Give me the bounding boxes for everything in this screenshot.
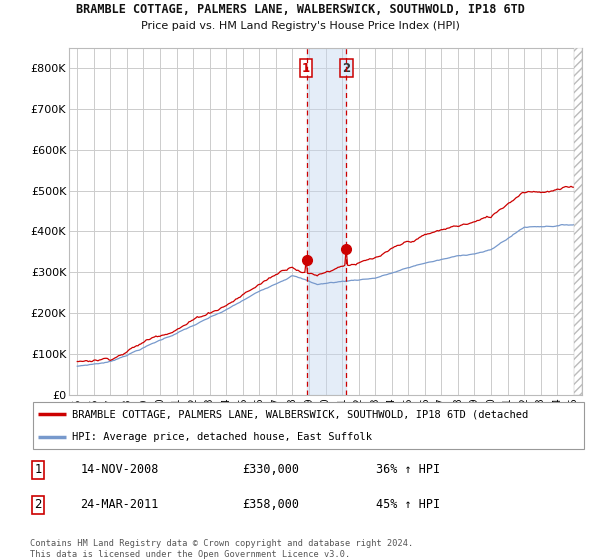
Text: 2: 2 — [343, 62, 351, 74]
Text: BRAMBLE COTTAGE, PALMERS LANE, WALBERSWICK, SOUTHWOLD, IP18 6TD (detached: BRAMBLE COTTAGE, PALMERS LANE, WALBERSWI… — [72, 409, 528, 419]
Text: BRAMBLE COTTAGE, PALMERS LANE, WALBERSWICK, SOUTHWOLD, IP18 6TD: BRAMBLE COTTAGE, PALMERS LANE, WALBERSWI… — [76, 3, 524, 16]
Text: 14-NOV-2008: 14-NOV-2008 — [80, 463, 158, 476]
Text: 24-MAR-2011: 24-MAR-2011 — [80, 498, 158, 511]
FancyBboxPatch shape — [33, 402, 584, 449]
Text: Price paid vs. HM Land Registry's House Price Index (HPI): Price paid vs. HM Land Registry's House … — [140, 21, 460, 31]
Text: £358,000: £358,000 — [242, 498, 299, 511]
Text: 1: 1 — [302, 62, 310, 74]
Bar — [307, 48, 346, 395]
Text: 36% ↑ HPI: 36% ↑ HPI — [376, 463, 440, 476]
Text: 1: 1 — [35, 463, 42, 476]
Text: HPI: Average price, detached house, East Suffolk: HPI: Average price, detached house, East… — [72, 432, 372, 442]
Text: 45% ↑ HPI: 45% ↑ HPI — [376, 498, 440, 511]
Text: 2: 2 — [35, 498, 42, 511]
Text: £330,000: £330,000 — [242, 463, 299, 476]
Text: Contains HM Land Registry data © Crown copyright and database right 2024.
This d: Contains HM Land Registry data © Crown c… — [30, 539, 413, 559]
